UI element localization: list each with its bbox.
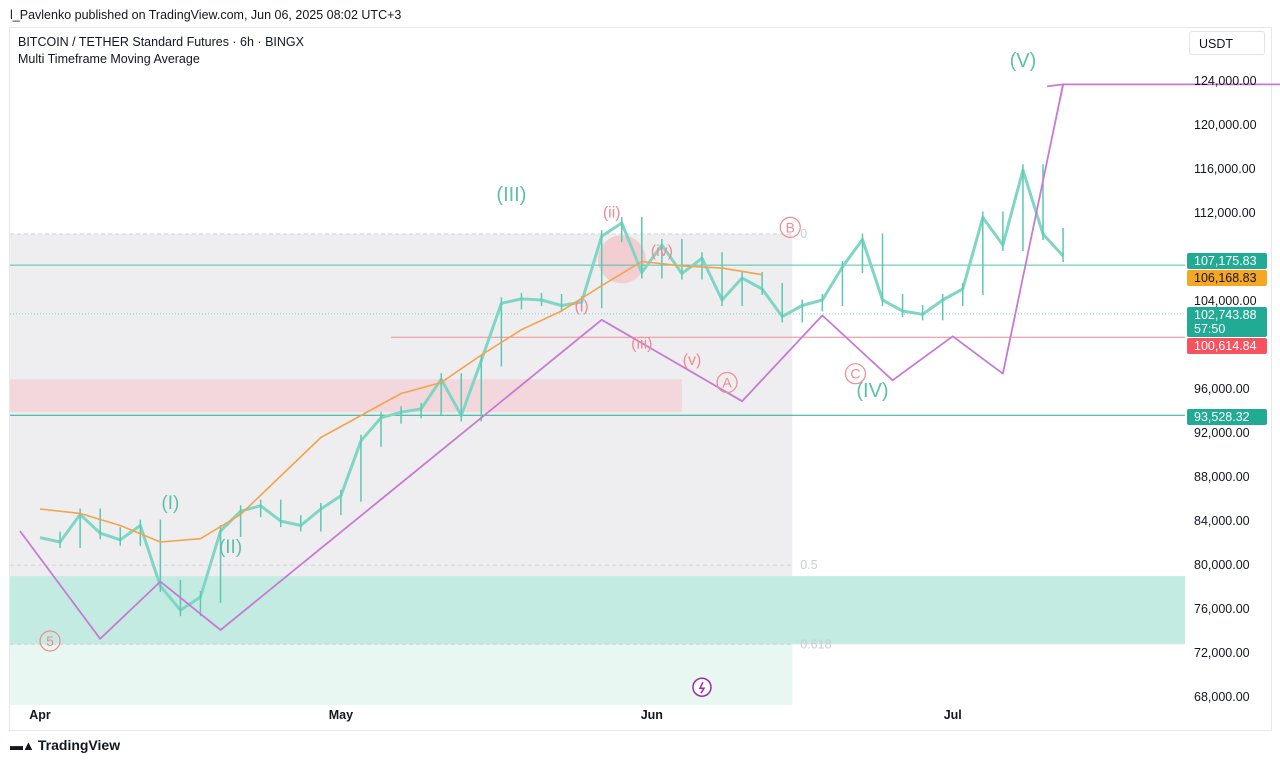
y-tick-label: 124,000.00 — [1194, 74, 1257, 88]
brand-label: TradingView — [37, 737, 121, 753]
y-tick-label: 116,000.00 — [1194, 162, 1256, 176]
fib-label: 0.5 — [800, 558, 817, 572]
wave-label-abc: A — [722, 375, 732, 391]
y-tick-label: 76,000.00 — [1194, 602, 1250, 616]
wave-label-primary: (V) — [1010, 50, 1037, 72]
fib-label: 0.618 — [800, 637, 831, 651]
wave-labels: (I) (II) (III) (IV) (V) (i) (ii) (iii) (iv) (v) A B… — [39, 50, 1037, 697]
y-axis: 124,000.00 120,000.00 116,000.00 112,000.00… — [1194, 74, 1257, 704]
y-tick-label: 72,000.00 — [1194, 646, 1250, 660]
wave-label-minor: (i) — [575, 298, 589, 315]
level-lines — [10, 264, 1185, 416]
y-tick-label: 112,000.00 — [1194, 206, 1256, 220]
tradingview-logo-icon: ▬▲ — [10, 737, 35, 753]
wave-label-abc: B — [786, 219, 795, 235]
symbol-title: BITCOIN / TETHER Standard Futures · 6h ·… — [18, 35, 304, 49]
price-tag — [1187, 270, 1267, 286]
support-zone — [10, 576, 1185, 645]
price-tag — [1187, 409, 1267, 425]
y-tick-label: 92,000.00 — [1194, 426, 1250, 440]
series-line-projection — [19, 83, 1280, 640]
wave-label-minor: (v) — [683, 352, 702, 369]
support-zone-lower — [10, 644, 793, 705]
wave-label-minor: (ii) — [603, 205, 621, 222]
fib-label: 0 — [800, 227, 807, 241]
price-tag-label: 106,168.83 — [1194, 271, 1257, 285]
currency-selector[interactable]: USDT — [1189, 31, 1265, 55]
wave-label-prior: 5 — [46, 633, 54, 649]
y-tick-label: 68,000.00 — [1194, 690, 1250, 704]
price-tag — [1187, 253, 1267, 269]
x-tick-label: May — [329, 708, 353, 722]
wave-label-primary: (III) — [496, 184, 526, 206]
abc-circle — [716, 371, 738, 394]
series-line-moving-average — [39, 260, 763, 543]
price-tag-label: 107,175.83 — [1194, 254, 1257, 268]
price-tag-label: 102,743.88 — [1194, 308, 1257, 322]
wave-label-minor: (iv) — [651, 243, 673, 260]
highlight-circle — [597, 235, 646, 284]
series-layer — [19, 83, 1280, 640]
price-tag-label: 100,614.84 — [1194, 339, 1257, 353]
wave-label-minor: (iii) — [631, 335, 652, 352]
zones-layer — [10, 234, 1185, 705]
wave-label-primary: (II) — [219, 537, 242, 558]
price-tag — [1187, 307, 1267, 337]
chart-frame[interactable] — [9, 27, 1272, 731]
wave-label-primary: (I) — [161, 493, 179, 514]
grid-layer: 0 0.5 0.618 — [10, 227, 832, 651]
price-tag-countdown: 57:50 — [1194, 322, 1225, 336]
price-tag — [1187, 338, 1267, 354]
x-axis: Apr May Jun Jul — [29, 708, 962, 722]
wave-label-abc: C — [850, 366, 860, 382]
prior-wave-circle — [39, 630, 61, 652]
projection-arrowhead — [1046, 83, 1065, 100]
wave-label-primary: (IV) — [856, 380, 888, 402]
y-tick-label: 84,000.00 — [1194, 514, 1250, 528]
abc-circle — [844, 363, 867, 385]
resistance-zone — [10, 379, 682, 413]
y-tick-label: 120,000.00 — [1194, 118, 1257, 132]
abc-circle — [779, 216, 801, 238]
tradingview-logo[interactable]: ▬▲ TradingView — [10, 737, 120, 753]
publisher-line: l_Pavlenko published on TradingView.com,… — [10, 8, 402, 22]
x-tick-label: Apr — [29, 708, 51, 722]
y-tick-label: 104,000.00 — [1194, 294, 1257, 308]
y-tick-label: 96,000.00 — [1194, 382, 1250, 396]
y-tick-label: 88,000.00 — [1194, 470, 1250, 484]
y-tick-label: 80,000.00 — [1194, 558, 1250, 572]
series-line-price — [39, 168, 1065, 612]
price-tag-label: 93,528.32 — [1194, 410, 1250, 424]
x-tick-label: Jul — [944, 708, 962, 722]
event-lightning-icon — [692, 677, 712, 697]
x-tick-label: Jun — [641, 708, 663, 722]
event-lightning-glyph — [698, 681, 706, 694]
indicator-title: Multi Timeframe Moving Average — [18, 52, 200, 66]
